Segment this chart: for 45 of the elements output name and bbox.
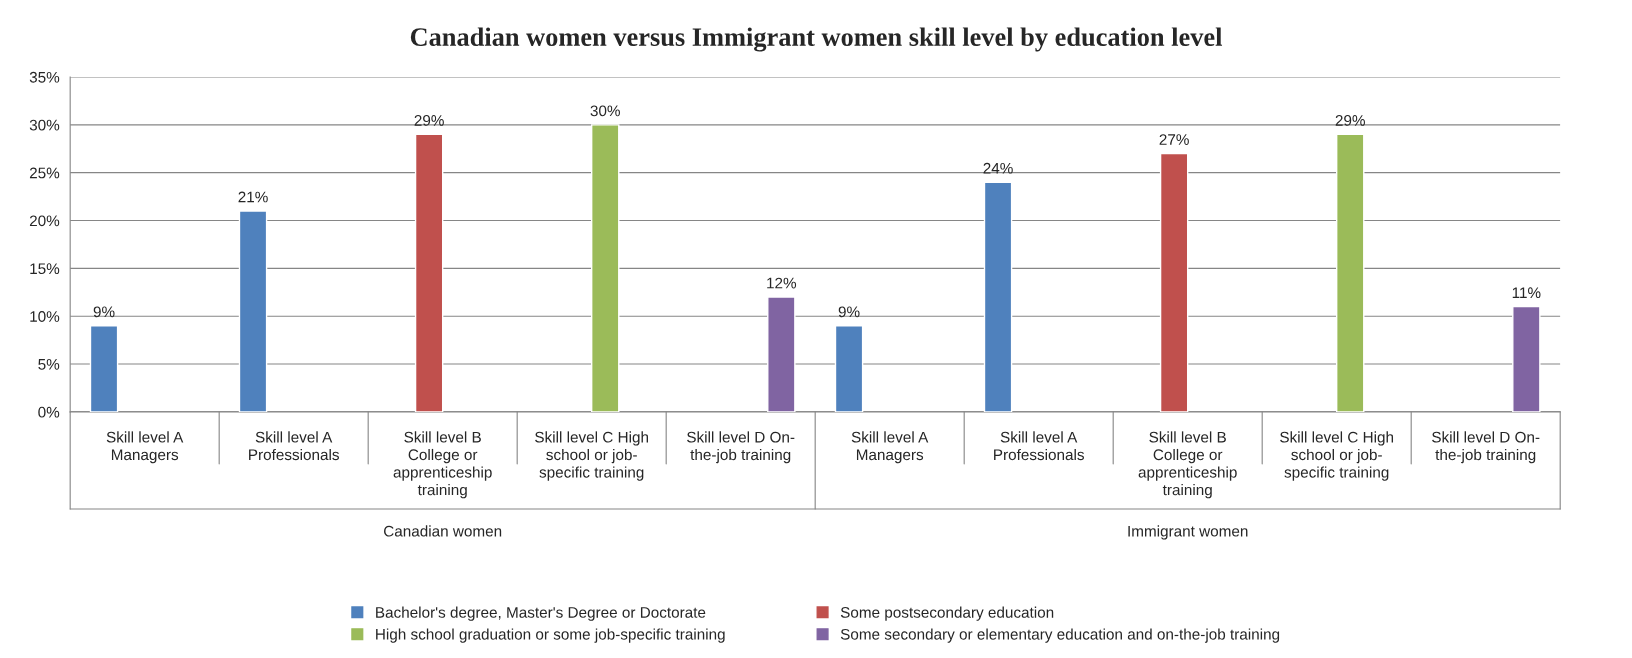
bar [89, 325, 119, 412]
x-tick-label: Skill level D On- the-job training [687, 431, 795, 464]
x-tick-label: Skill level B College or apprenticeship training [1138, 431, 1237, 499]
legend-label: High school graduation or some job-specific training [376, 628, 725, 643]
data-label: 30% [590, 105, 620, 117]
legend-label: Some postsecondary education [840, 606, 1054, 621]
legend-label: Bachelor's degree, Master's Degree or Doctorate [376, 606, 706, 621]
y-tick-label: 0% [38, 406, 60, 418]
bar [414, 133, 444, 412]
x-tick-label: Skill level D On- the-job training [1432, 431, 1540, 464]
y-tick-label: 15% [30, 263, 60, 275]
x-tick-label: Skill level A Professionals [249, 431, 339, 461]
x-tick-label: Skill level A Managers [106, 431, 184, 464]
bar [1512, 305, 1541, 412]
x-tick-label: Skill level C High school or job- specific training [1280, 431, 1394, 481]
text: Immigrant women [1128, 525, 1248, 540]
data-label: 21% [238, 191, 268, 203]
legend-label: Some secondary or elementary education and on-the-job training [840, 628, 1280, 643]
data-label: 11% [1512, 287, 1541, 299]
bar [1159, 152, 1189, 412]
y-tick-label: 30% [29, 119, 60, 131]
data-label: 9% [93, 306, 115, 318]
bar [1335, 133, 1365, 412]
bar [767, 296, 796, 412]
y-tick-label: 35% [29, 71, 60, 83]
bar [238, 210, 268, 412]
y-tick-label: 20% [29, 215, 60, 227]
data-label: 29% [1335, 115, 1365, 126]
bar [983, 181, 1013, 412]
data-label: 27% [1159, 134, 1189, 145]
x-tick-label: Skill level B College or apprenticeship training [393, 431, 492, 499]
y-tick-label: 5% [38, 359, 60, 370]
chart-title: Canadian women versus Immigrant women skill level by education level [410, 27, 1223, 52]
data-label: 29% [414, 115, 444, 126]
y-tick-label: 25% [29, 167, 60, 179]
data-label: 9% [838, 306, 860, 318]
data-label: 24% [983, 162, 1013, 174]
x-tick-label: Skill level A Professionals [994, 431, 1084, 461]
x-tick-label: Skill level C High school or job- specific training [535, 431, 648, 481]
bar [834, 325, 864, 412]
text: Canadian women [384, 525, 502, 537]
x-tick-label: Skill level A Managers [851, 431, 929, 464]
bar [590, 124, 620, 412]
data-label: 12% [767, 277, 797, 289]
y-tick-label: 10% [30, 311, 60, 322]
